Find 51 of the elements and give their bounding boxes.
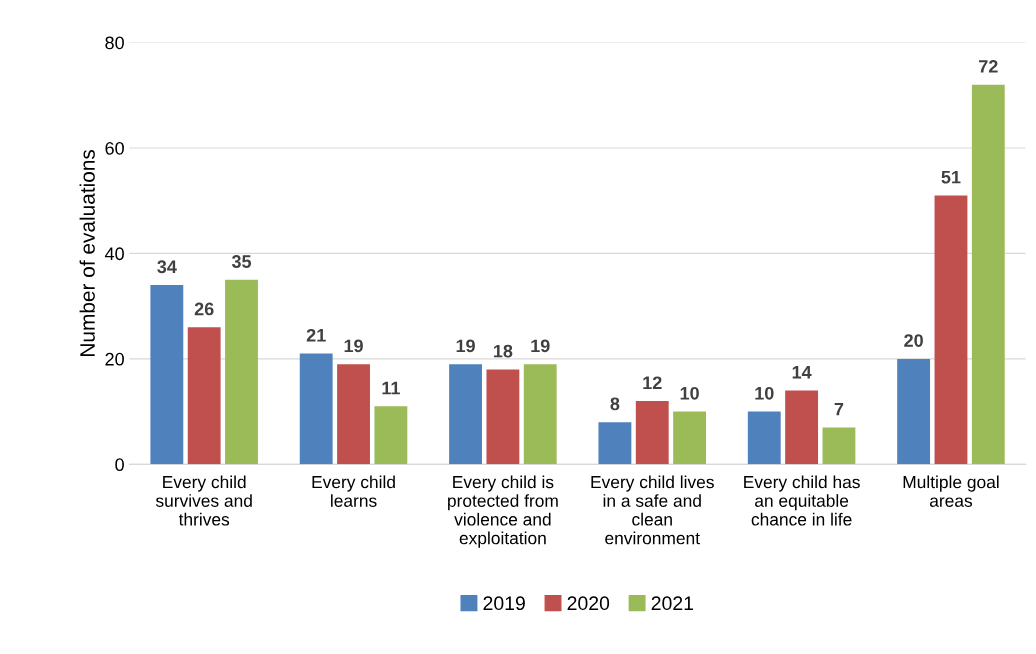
- bar: [486, 369, 520, 465]
- data-label: 35: [231, 255, 252, 268]
- data-label: 10: [755, 386, 774, 400]
- data-label: 18: [493, 344, 513, 358]
- data-label: 72: [979, 60, 998, 73]
- bar: [523, 364, 557, 465]
- bar: [785, 390, 819, 465]
- bar: [449, 364, 482, 465]
- data-label: 19: [456, 339, 475, 353]
- bar: [374, 406, 408, 465]
- y-tick-label: 60: [105, 141, 124, 155]
- data-label: 26: [194, 302, 214, 316]
- y-tick-label: 0: [115, 458, 124, 472]
- x-tick-label: Every child lives in a safe and clean environment: [591, 475, 714, 545]
- x-tick-label: Every child is protected from violence and exploitation: [448, 475, 558, 548]
- data-label: 8: [610, 397, 620, 411]
- y-tick-label: 40: [104, 247, 124, 261]
- data-label: 20: [904, 334, 923, 347]
- bar: [673, 411, 707, 465]
- data-label: 11: [382, 381, 400, 395]
- legend-label: 2019: [483, 596, 525, 611]
- bar: [337, 364, 370, 465]
- bar: [971, 84, 1005, 465]
- data-label: 10: [680, 386, 699, 400]
- legend-label: 2020: [567, 596, 610, 611]
- y-tick-label: 20: [105, 352, 124, 366]
- data-label: 7: [834, 402, 844, 416]
- bar: [187, 327, 221, 465]
- bar: [897, 358, 931, 465]
- data-label: 21: [306, 328, 326, 342]
- data-label: 34: [157, 260, 177, 274]
- data-label: 19: [344, 339, 363, 353]
- bar: [150, 285, 184, 465]
- y-axis-title: Number of evaluations: [79, 149, 95, 356]
- x-tick-label: Every child survives and thrives: [155, 475, 252, 526]
- bar: [635, 401, 669, 465]
- bar: [934, 195, 968, 465]
- bar: [822, 427, 856, 465]
- x-tick-label: Every child learns: [312, 475, 395, 507]
- data-label: 51: [941, 170, 961, 184]
- data-label: 14: [792, 366, 812, 379]
- x-tick-label: Every child has an equitable chance in life: [744, 475, 860, 526]
- x-tick-label: Multiple goal areas: [903, 475, 999, 507]
- bar: [225, 279, 258, 465]
- bar: [747, 411, 781, 465]
- bar: [299, 353, 333, 465]
- bar: [598, 422, 632, 465]
- data-label: 19: [531, 339, 550, 353]
- data-label: 12: [643, 376, 662, 389]
- y-tick-label: 80: [105, 36, 124, 50]
- legend-label: 2021: [651, 596, 694, 611]
